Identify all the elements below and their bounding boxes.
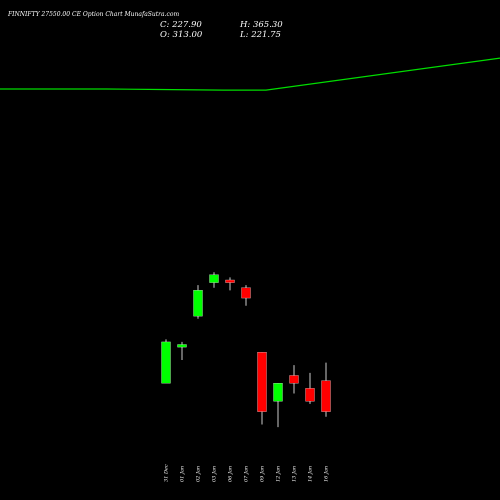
x-tick-label: 31 Dec bbox=[164, 464, 170, 482]
candle bbox=[209, 272, 219, 288]
candles-layer bbox=[161, 272, 331, 428]
x-axis-ticks: 31 Dec 01 Jan 02 Jan 03 Jan 06 Jan 07 Jan 09 J… bbox=[164, 464, 330, 482]
candle-body-down bbox=[241, 287, 251, 299]
x-tick-label: 13 Jan bbox=[292, 466, 298, 482]
candle bbox=[305, 372, 315, 404]
x-tick-label: 14 Jan bbox=[308, 466, 314, 482]
x-tick-label: 12 Jan bbox=[276, 466, 282, 482]
x-tick-label: 16 Jan bbox=[324, 466, 330, 482]
candle bbox=[273, 383, 283, 428]
candle-body-up bbox=[209, 274, 219, 283]
x-tick-label: 01 Jan bbox=[180, 466, 186, 482]
candle bbox=[257, 352, 267, 425]
x-tick-label: 02 Jan bbox=[196, 466, 202, 482]
moving-average-line bbox=[0, 57, 500, 91]
candle-body-up bbox=[177, 344, 187, 348]
candle bbox=[193, 285, 203, 319]
open-value: O: 313.00 bbox=[160, 30, 203, 40]
candle bbox=[177, 341, 187, 360]
candle bbox=[321, 362, 331, 417]
chart-title: FINNIFTY 27550.00 CE Option Chart Munafa… bbox=[7, 11, 180, 18]
candle-body-down bbox=[321, 380, 331, 412]
candle-body-up bbox=[161, 341, 171, 384]
candle bbox=[225, 277, 235, 291]
low-value: L: 221.75 bbox=[239, 30, 281, 40]
candle-body-down bbox=[305, 388, 315, 402]
close-value: C: 227.90 bbox=[160, 20, 202, 30]
candle-body-up bbox=[193, 290, 203, 317]
x-tick-label: 03 Jan bbox=[212, 466, 218, 482]
candle-body-down bbox=[257, 352, 267, 412]
x-tick-label: 07 Jan bbox=[244, 466, 250, 482]
candle bbox=[289, 365, 299, 394]
x-tick-label: 09 Jan bbox=[260, 466, 266, 482]
candle bbox=[241, 285, 251, 306]
candle bbox=[161, 339, 171, 384]
x-tick-label: 06 Jan bbox=[228, 466, 234, 482]
candle-body-down bbox=[289, 375, 299, 384]
moving-average-layer bbox=[0, 57, 500, 91]
candle-body-down bbox=[225, 279, 235, 283]
candle-body-up bbox=[273, 383, 283, 402]
high-value: H: 365.30 bbox=[239, 20, 283, 30]
